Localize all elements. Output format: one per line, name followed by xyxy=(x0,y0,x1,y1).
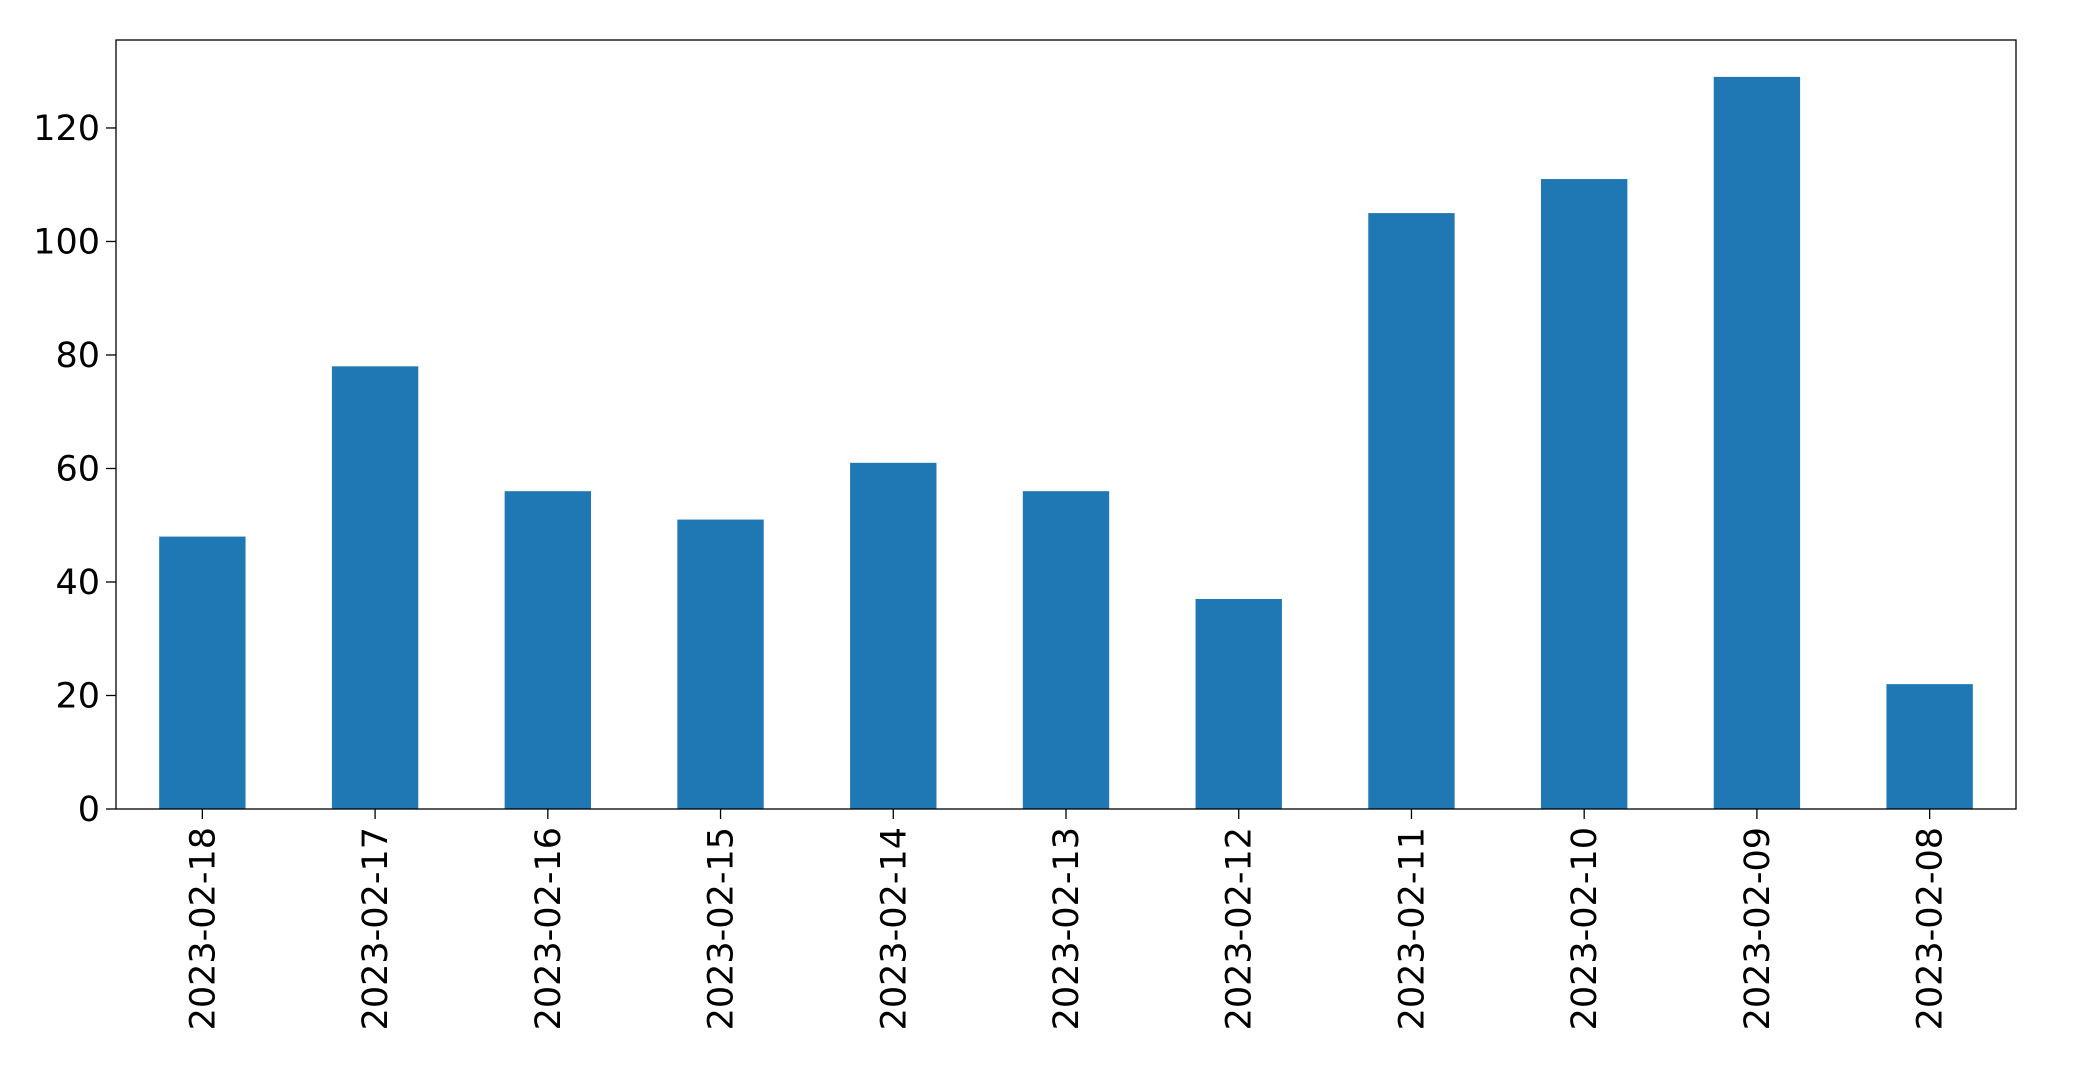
bar xyxy=(1022,491,1110,809)
y-tick-label: 60 xyxy=(55,449,100,489)
y-tick-label: 0 xyxy=(78,790,100,830)
bar xyxy=(1195,599,1282,809)
bar xyxy=(331,366,419,809)
x-tick-label: 2023-02-18 xyxy=(183,827,223,1030)
bar xyxy=(1541,179,1628,809)
x-tick-label: 2023-02-09 xyxy=(1738,827,1778,1030)
x-tick-label: 2023-02-13 xyxy=(1047,827,1087,1030)
bar xyxy=(1368,213,1455,809)
x-tick-label: 2023-02-16 xyxy=(529,827,569,1030)
plot-frame xyxy=(115,39,2017,810)
bar xyxy=(850,462,937,809)
x-tick-label: 2023-02-15 xyxy=(702,827,742,1030)
x-tick-label: 2023-02-17 xyxy=(356,827,396,1030)
x-tick-label: 2023-02-12 xyxy=(1220,827,1260,1030)
y-tick-label: 20 xyxy=(55,676,100,716)
bar xyxy=(1713,76,1801,810)
x-tick-label: 2023-02-14 xyxy=(874,827,914,1030)
x-tick-label: 2023-02-11 xyxy=(1392,827,1432,1030)
x-tick-label: 2023-02-08 xyxy=(1911,827,1951,1030)
y-tick-label: 80 xyxy=(55,336,100,376)
bar xyxy=(504,491,591,809)
x-tick-label: 2023-02-10 xyxy=(1565,827,1605,1030)
y-tick-label: 120 xyxy=(33,109,100,149)
bar xyxy=(159,536,246,809)
bar xyxy=(1886,684,1973,809)
bar xyxy=(677,519,764,809)
y-tick-label: 100 xyxy=(33,222,100,262)
y-tick-label: 40 xyxy=(55,563,100,603)
